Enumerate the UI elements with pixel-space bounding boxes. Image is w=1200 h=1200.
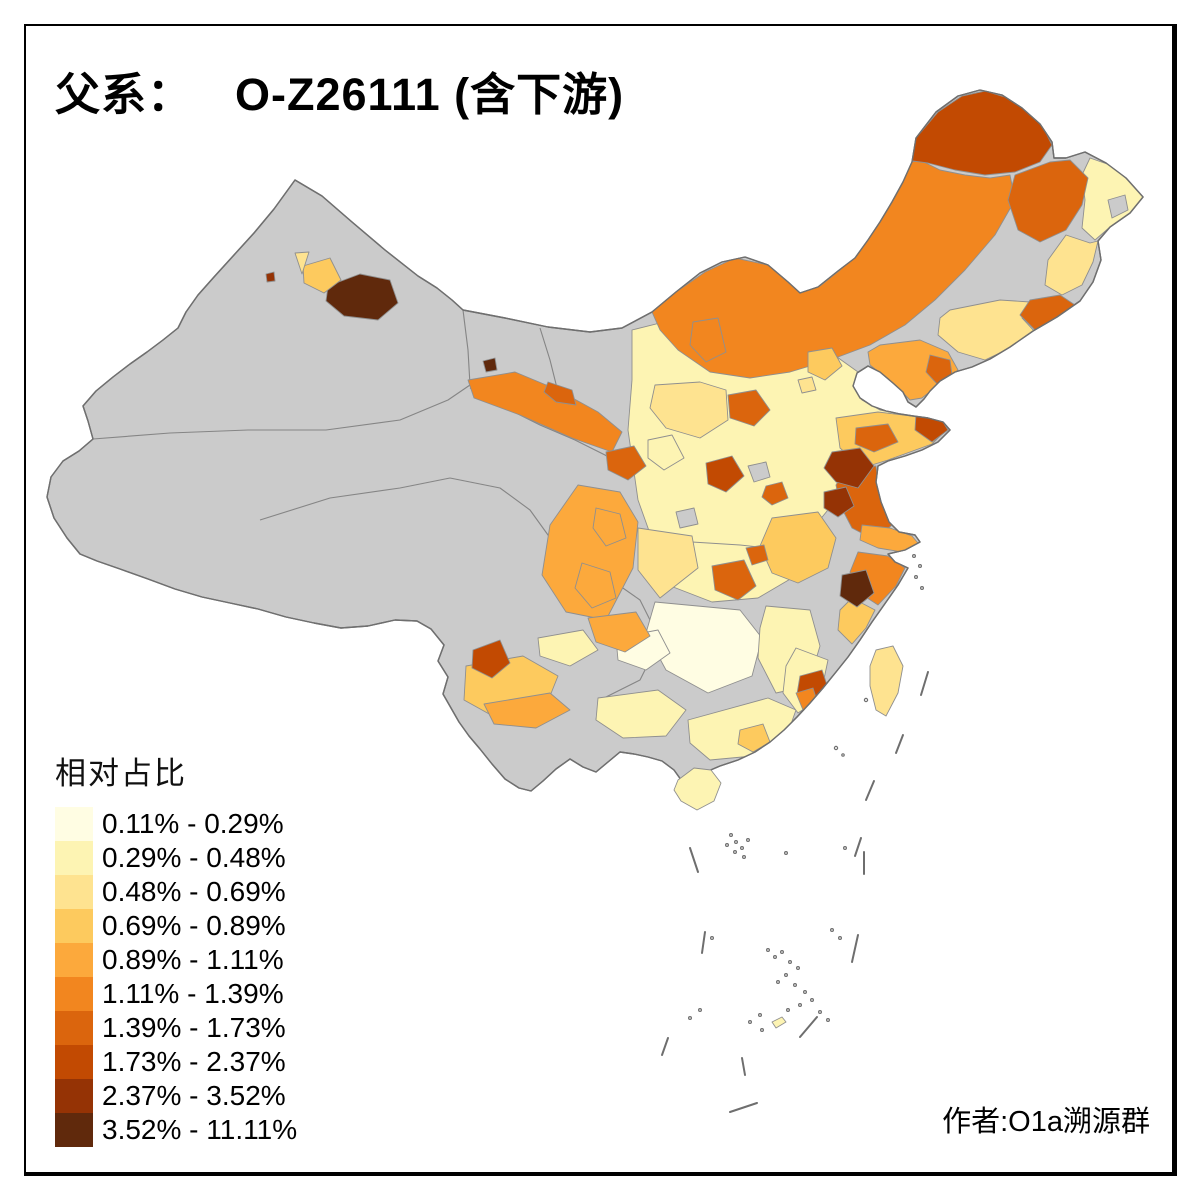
legend-label: 0.29% - 0.48% [102,842,286,873]
legend-swatch [55,875,93,909]
legend-label: 1.39% - 1.73% [102,1012,286,1043]
legend-label: 0.11% - 0.29% [102,808,284,839]
legend-row: 2.37% - 3.52% [55,1079,297,1113]
region-south-sichuan-spot [587,611,651,653]
island-specks [687,553,924,1032]
region-south-yunnan [483,692,571,729]
south-sea-islet [771,1016,787,1029]
legend-swatch [55,841,93,875]
region-xinjiang-dot [265,271,276,283]
region-leshan-spot [574,562,617,609]
region-north-shaanxi-spot [727,389,771,427]
region-gansu-dark-dot [482,357,498,373]
region-ordos [649,381,729,439]
region-henan-spot [761,481,789,506]
map-legend: 相对占比 0.11% - 0.29% 0.29% - 0.48% 0.48% - 0… [55,748,297,1147]
region-sichuan-basin [637,527,699,599]
legend-row: 0.69% - 0.89% [55,909,297,943]
region-huaian-dark [823,486,855,518]
legend-row: 1.11% - 1.39% [55,977,297,1011]
region-urumqi-dark [325,273,399,321]
region-xinjiang-triangle [294,251,310,275]
region-ningxia [647,434,685,471]
region-mohe-crown [904,90,1053,176]
legend-row: 3.52% - 11.11% [55,1113,297,1147]
attribution-text: 作者:O1a溯源群 [942,1106,1150,1138]
region-ulanqab-spot [689,317,727,363]
legend-row: 0.29% - 0.48% [55,841,297,875]
region-nodata-patch [747,461,771,483]
legend-row: 0.89% - 1.11% [55,943,297,977]
region-central-shandong [854,423,899,453]
region-beijing-spot [807,347,843,381]
region-tianjin-spot [797,376,817,394]
legend-row: 1.73% - 2.37% [55,1045,297,1079]
region-wuhan-spot [745,544,769,566]
region-yaan-spot [592,507,627,547]
region-shihezi-patch [302,257,342,294]
page-title: 父系： O-Z26111 (含下游) [55,58,624,123]
region-chongqing-dark [711,559,757,601]
hainan-island [673,767,722,811]
region-ne-yunnan [537,629,599,667]
legend-row: 1.39% - 1.73% [55,1011,297,1045]
legend-swatch [55,1079,93,1113]
region-wuwei-spot [543,381,577,406]
legend-swatch [55,1113,93,1147]
title-haplogroup: O-Z26111 (含下游) [235,69,625,120]
region-linyi-dark [823,447,875,489]
legend-label: 0.48% - 0.69% [102,876,286,907]
region-yuncheng-dark [705,455,745,493]
region-guangxi [595,689,687,739]
legend-swatch [55,1011,93,1045]
region-south-anhui-darkest [839,569,875,608]
legend-label: 0.69% - 0.89% [102,910,286,941]
legend-swatch [55,943,93,977]
region-baoshan-dark [471,639,511,679]
legend-label: 1.11% - 1.39% [102,978,284,1009]
legend-label: 2.37% - 3.52% [102,1080,286,1111]
legend-label: 1.73% - 2.37% [102,1046,286,1077]
legend-label: 3.52% - 11.11% [102,1114,298,1145]
title-prefix: 父系： [55,69,194,120]
legend-row: 0.11% - 0.29% [55,807,297,841]
region-hexi-corridor [467,371,623,453]
region-east-heilongjiang [1007,159,1089,243]
region-nodata-patch [1107,194,1129,219]
region-lanzhou-spot [605,445,647,481]
legend-rows: 0.11% - 0.29% 0.29% - 0.48% 0.48% - 0.69% 0… [55,807,297,1147]
legend-swatch [55,807,93,841]
legend-label: 0.89% - 1.11% [102,944,284,975]
region-sanjiang [1044,234,1099,296]
region-south-zhejiang [837,597,876,645]
region-nodata-patch [675,507,699,529]
taiwan-island [869,645,904,717]
legend-swatch [55,977,93,1011]
choropleth-patches [265,90,1143,761]
legend-swatch [55,909,93,943]
nine-dash-line [661,671,929,1113]
legend-swatch [55,1045,93,1079]
legend-title: 相对占比 [55,756,187,791]
legend-row: 0.48% - 0.69% [55,875,297,909]
